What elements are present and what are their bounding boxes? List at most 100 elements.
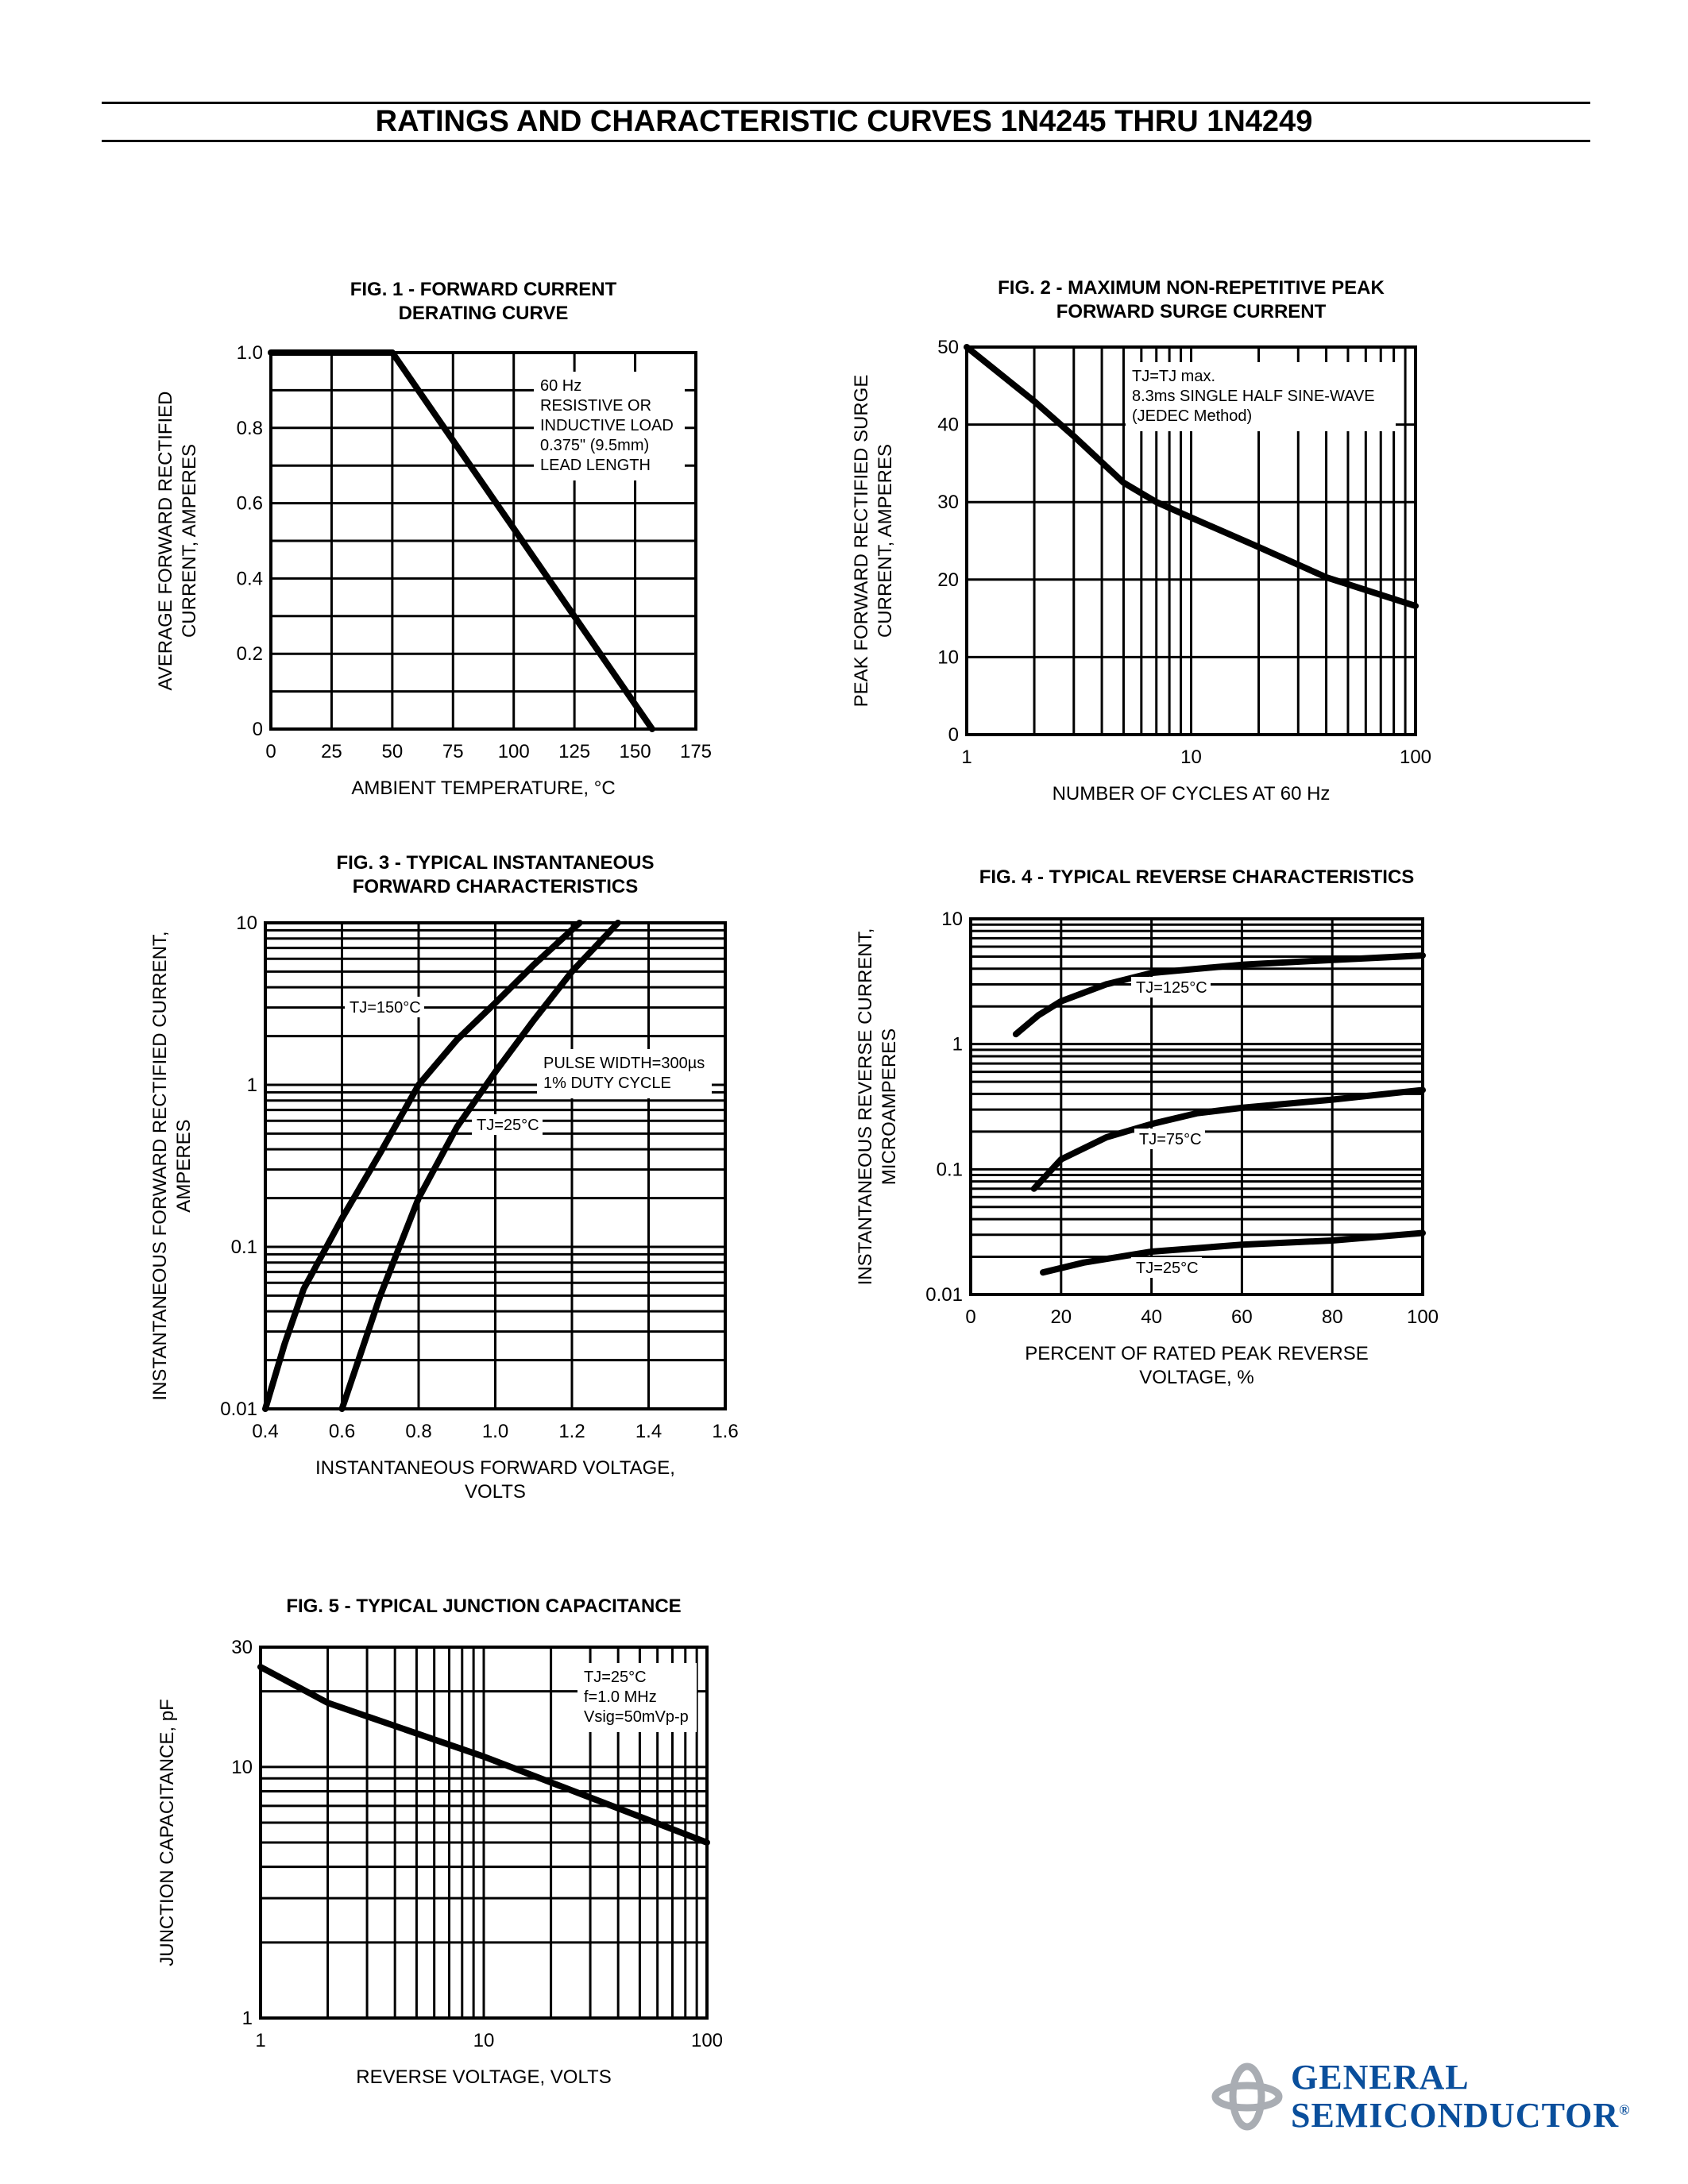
- chart-title: FIG. 3 - TYPICAL INSTANTANEOUS: [336, 852, 654, 874]
- x-tick-label: 1.4: [635, 1421, 662, 1442]
- annotation-text: f=1.0 MHz: [584, 1688, 657, 1706]
- series-line: [257, 1664, 710, 1846]
- x-tick-label: 150: [620, 741, 651, 762]
- annotation-text: 8.3ms SINGLE HALF SINE-WAVE: [1132, 388, 1375, 405]
- y-tick-label: 1.0: [237, 342, 263, 364]
- y-tick-label: 10: [231, 1757, 253, 1778]
- x-tick-label: 10: [1180, 747, 1202, 768]
- chart-title: FORWARD CHARACTERISTICS: [353, 876, 639, 897]
- x-axis-label: REVERSE VOLTAGE, VOLTS: [356, 2066, 611, 2088]
- logo-line1: GENERAL: [1291, 2058, 1470, 2097]
- x-tick-label: 0: [265, 741, 276, 762]
- y-tick-label: 1: [242, 2008, 253, 2029]
- x-tick-label: 60: [1231, 1306, 1253, 1328]
- x-axis-label: NUMBER OF CYCLES AT 60 Hz: [1053, 783, 1331, 805]
- series-label-bg: [345, 997, 424, 1017]
- series-line: [1012, 952, 1426, 1038]
- company-logo: GENERAL SEMICONDUCTOR®: [1211, 2057, 1630, 2136]
- logo-mark-icon: [1211, 2062, 1283, 2131]
- annotation-text: TJ=TJ max.: [1132, 368, 1215, 385]
- chart-title: DERATING CURVE: [399, 303, 569, 324]
- series-label-bg: [1134, 1129, 1205, 1149]
- chart-title: FIG. 4 - TYPICAL REVERSE CHARACTERISTICS: [979, 866, 1415, 888]
- x-tick-label: 0.4: [252, 1421, 278, 1442]
- series-label-bg: [1131, 1257, 1202, 1278]
- y-tick-label: 0.01: [220, 1399, 257, 1420]
- fig2-chart: TJ=TJ max. 8.3ms SINGLE HALF SINE-WAVE (JE…: [851, 277, 1431, 805]
- y-tick-label: 30: [231, 1637, 253, 1658]
- plot-frame: [965, 345, 1417, 736]
- y-tick-label: 1: [247, 1075, 257, 1096]
- plot-frame: [264, 921, 727, 1410]
- x-tick-label: 25: [321, 741, 342, 762]
- fig5-chart: TJ=25°C f=1.0 MHz Vsig=50mVp-p 1 10 100 1 10 30 F…: [156, 1596, 723, 2088]
- chart-title: FORWARD SURGE CURRENT: [1056, 301, 1327, 322]
- fig3-chart: PULSE WIDTH=300µs 1% DUTY CYCLE TJ=150°C TJ…: [149, 852, 739, 1503]
- y-tick-label: 30: [937, 492, 959, 513]
- annotation-text: TJ=25°C: [584, 1669, 647, 1686]
- y-axis-label: CURRENT, AMPERES: [875, 444, 896, 638]
- y-tick-label: 0: [253, 719, 263, 740]
- x-axis-label: PERCENT OF RATED PEAK REVERSE: [1025, 1343, 1369, 1364]
- x-tick-label: 0.8: [405, 1421, 431, 1442]
- x-tick-label: 175: [680, 741, 712, 762]
- series-label: TJ=75°C: [1139, 1131, 1202, 1148]
- chart-title: FIG. 2 - MAXIMUM NON-REPETITIVE PEAK: [998, 277, 1385, 299]
- annotation-box: [1126, 362, 1396, 431]
- x-axis-label: VOLTS: [465, 1481, 526, 1503]
- annotation-text: 1% DUTY CYCLE: [543, 1075, 671, 1092]
- x-tick-label: 10: [473, 2030, 495, 2051]
- y-tick-label: 50: [937, 337, 959, 358]
- y-tick-label: 0.8: [237, 418, 263, 439]
- plot-frame: [259, 1646, 709, 2020]
- y-tick-label: 40: [937, 415, 959, 436]
- page-title: RATINGS AND CHARACTERISTIC CURVES 1N4245…: [375, 105, 1313, 138]
- series-line: [964, 344, 1419, 609]
- series-line: [268, 349, 655, 732]
- series-label: TJ=25°C: [1136, 1260, 1199, 1277]
- y-axis-label: MICROAMPERES: [879, 1028, 900, 1185]
- plot-frame: [969, 917, 1424, 1296]
- x-tick-label: 125: [558, 741, 590, 762]
- x-tick-label: 20: [1050, 1306, 1072, 1328]
- x-tick-label: 40: [1141, 1306, 1162, 1328]
- y-axis-label: CURRENT, AMPERES: [179, 444, 200, 638]
- y-tick-label: 0.4: [237, 568, 263, 589]
- y-axis-label: JUNCTION CAPACITANCE, pF: [156, 1699, 178, 1966]
- annotation-text: PULSE WIDTH=300µs: [543, 1055, 705, 1072]
- annotation-text: LEAD LENGTH: [540, 457, 651, 474]
- y-tick-label: 20: [937, 569, 959, 591]
- x-tick-label: 1: [961, 747, 971, 768]
- series-label: TJ=25°C: [477, 1117, 539, 1134]
- series-line: [262, 920, 583, 1412]
- series-label: TJ=125°C: [1136, 979, 1207, 997]
- y-axis-label: INSTANTANEOUS FORWARD RECTIFIED CURRENT,: [149, 931, 171, 1400]
- y-tick-label: 0.6: [237, 493, 263, 515]
- annotation-text: Vsig=50mVp-p: [584, 1708, 689, 1726]
- annotation-text: 0.375" (9.5mm): [540, 437, 649, 454]
- x-tick-label: 0.6: [329, 1421, 355, 1442]
- annotation-text: 60 Hz: [540, 377, 581, 395]
- series-line: [1040, 1229, 1426, 1276]
- x-tick-label: 1.0: [482, 1421, 508, 1442]
- x-tick-label: 1: [255, 2030, 265, 2051]
- x-axis-label: INSTANTANEOUS FORWARD VOLTAGE,: [315, 1457, 675, 1479]
- top-rule: [102, 102, 1590, 104]
- y-tick-label: 0.1: [231, 1237, 257, 1258]
- x-tick-label: 100: [691, 2030, 723, 2051]
- y-axis-label: AVERAGE FORWARD RECTIFIED: [155, 392, 176, 691]
- x-tick-label: 100: [498, 741, 530, 762]
- y-tick-label: 0.1: [937, 1159, 963, 1180]
- annotation-box: [537, 1049, 712, 1098]
- y-tick-label: 0.01: [925, 1284, 963, 1306]
- annotation-text: (JEDEC Method): [1132, 407, 1252, 425]
- annotation-box: [534, 372, 685, 480]
- x-axis-label: VOLTAGE, %: [1139, 1367, 1253, 1388]
- y-tick-label: 10: [937, 646, 959, 668]
- x-tick-label: 75: [442, 741, 464, 762]
- y-axis-label: AMPERES: [173, 1119, 195, 1212]
- fig4-chart: TJ=125°C TJ=75°C TJ=25°C 0 20 40 60 80 100 0.01 0.…: [855, 866, 1439, 1388]
- logo-line2: SEMICONDUCTOR®: [1291, 2095, 1631, 2136]
- chart-title: FIG. 5 - TYPICAL JUNCTION CAPACITANCE: [286, 1596, 681, 1617]
